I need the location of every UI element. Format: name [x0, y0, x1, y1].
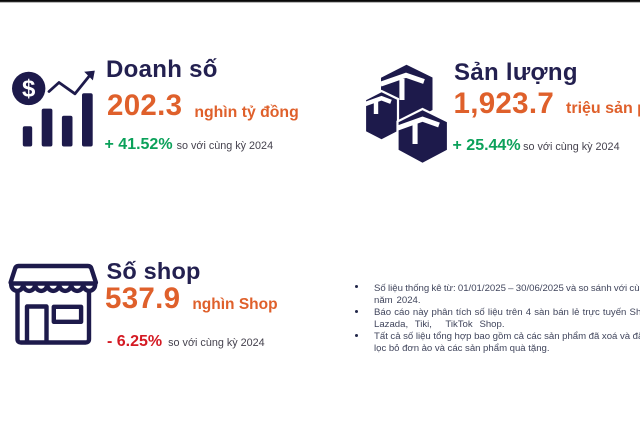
- svg-text:$: $: [22, 76, 36, 103]
